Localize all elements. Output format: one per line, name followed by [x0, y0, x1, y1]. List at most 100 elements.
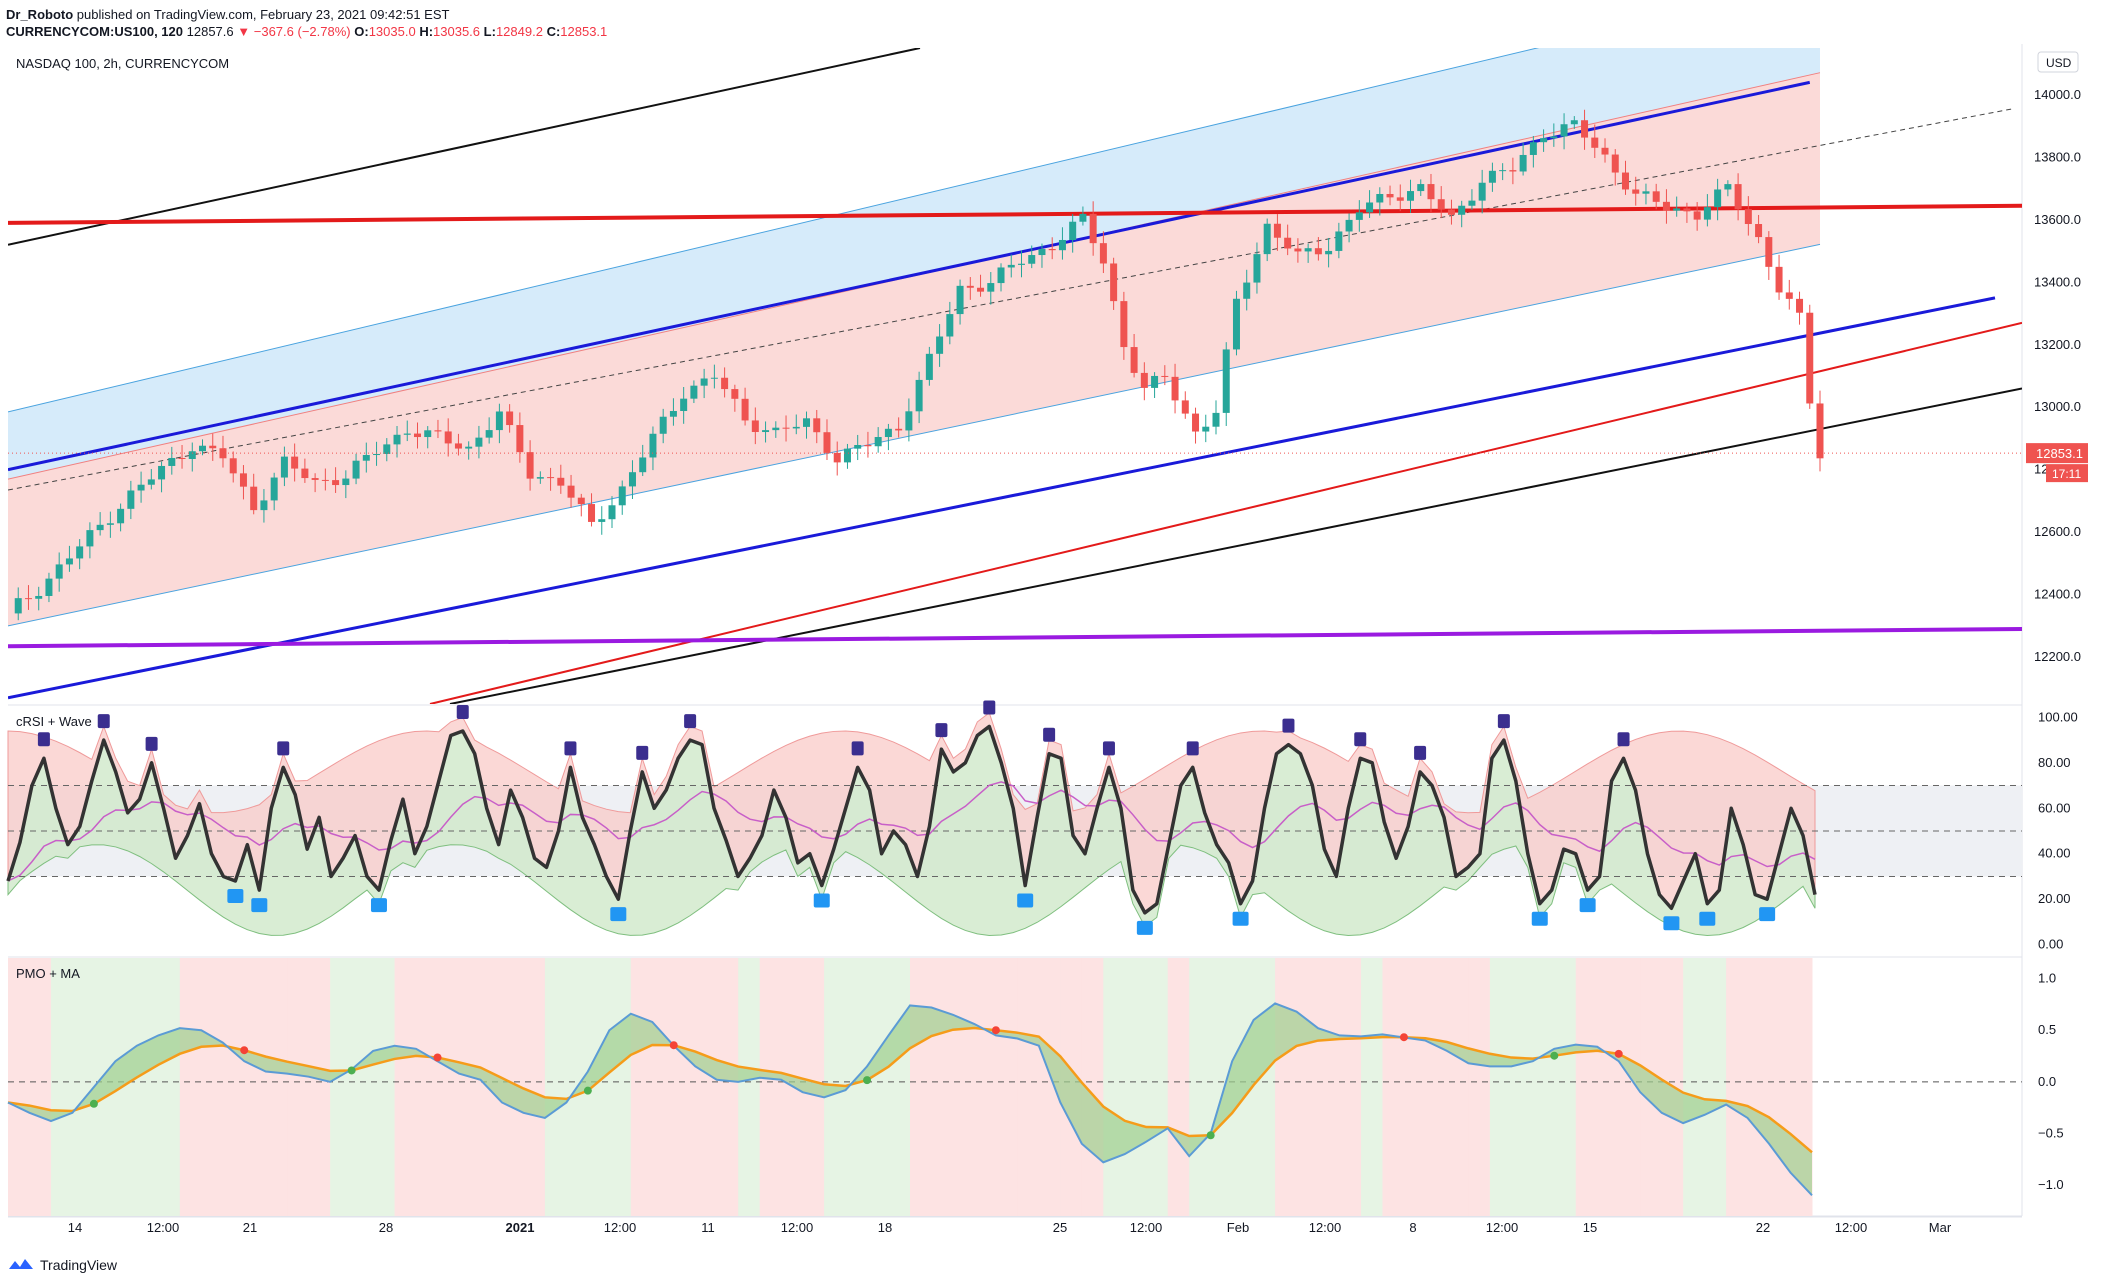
- time-axis-tick: 12:00: [1835, 1220, 1868, 1235]
- crsi-axis-tick: 0.00: [2038, 937, 2063, 952]
- candle-body: [1335, 231, 1343, 251]
- candle-body: [1017, 263, 1025, 265]
- candle-body: [1079, 213, 1087, 222]
- pmo-regime-bg: [630, 958, 653, 1216]
- candle-body: [1744, 209, 1752, 225]
- pmo-pane: [7, 958, 2022, 1216]
- open-label: O:: [354, 24, 369, 39]
- candle-body: [465, 446, 473, 449]
- pmo-regime-bg: [1683, 958, 1706, 1216]
- candle-body: [669, 411, 677, 417]
- candle-body: [536, 477, 544, 479]
- low-value: 12849.2: [495, 24, 543, 39]
- candle-body: [280, 456, 288, 478]
- main-pane-title: NASDAQ 100, 2h, CURRENCYCOM: [16, 56, 229, 71]
- candle-body: [598, 519, 606, 522]
- pmo-regime-bg: [609, 958, 632, 1216]
- candle-body: [1099, 243, 1107, 264]
- time-axis-tick: 18: [878, 1220, 892, 1235]
- candle-body: [1611, 154, 1619, 173]
- chart-canvas[interactable]: NASDAQ 100, 2h, CURRENCYCOM 12200.0 12400.…: [0, 44, 2102, 1254]
- pmo-regime-bg: [888, 958, 911, 1216]
- candle-body: [1130, 347, 1138, 373]
- crsi-peak-marker: [145, 736, 158, 751]
- crsi-trough-marker: [1759, 907, 1776, 922]
- pmo-cross-dot: [863, 1076, 872, 1085]
- pmo-regime-bg: [544, 958, 567, 1216]
- crsi-peak-marker: [1282, 718, 1295, 733]
- candle-body: [1243, 282, 1251, 299]
- author-name[interactable]: Dr_Roboto: [6, 7, 74, 22]
- candle-body: [803, 418, 811, 427]
- crsi-peak-marker: [1186, 741, 1199, 756]
- time-axis-tick: 12:00: [781, 1220, 814, 1235]
- symbol-label[interactable]: CURRENCYCOM:US100, 120: [6, 24, 183, 39]
- candle-body: [936, 336, 944, 354]
- candle-body: [86, 530, 94, 547]
- pmo-regime-bg: [738, 958, 761, 1216]
- pmo-regime-bg: [1726, 958, 1749, 1216]
- candle-body: [649, 433, 657, 458]
- candle-body: [864, 444, 872, 447]
- crsi-trough-marker: [251, 898, 268, 913]
- candle-body: [1161, 375, 1169, 377]
- candle-body: [710, 377, 718, 379]
- candle-body: [905, 411, 913, 431]
- candle-body: [1816, 403, 1824, 459]
- pmo-regime-bg: [1618, 958, 1641, 1216]
- candle-body: [485, 430, 493, 438]
- time-axis-tick: 14: [68, 1220, 82, 1235]
- candle-body: [270, 477, 278, 501]
- crsi-line: [6, 724, 1817, 915]
- candle-body: [1140, 372, 1148, 388]
- tradingview-logo-icon: [9, 1259, 33, 1269]
- high-value: 13035.6: [433, 24, 481, 39]
- currency-button[interactable]: [2037, 51, 2079, 73]
- candle-body: [1632, 189, 1640, 194]
- candle-body: [1785, 292, 1793, 299]
- pmo-regime-bg: [1146, 958, 1169, 1216]
- candle-body: [1806, 312, 1814, 404]
- pmo-line: [7, 1002, 1813, 1197]
- candle-body: [1284, 237, 1292, 249]
- crsi-peak-marker: [1354, 732, 1367, 747]
- candles: [14, 109, 1824, 621]
- candle-body: [987, 283, 995, 292]
- candle-body: [526, 452, 534, 479]
- candle-body: [721, 377, 729, 390]
- candle-body: [1550, 136, 1558, 139]
- main-pane: [8, 48, 2022, 704]
- time-axis-tick: 12:00: [604, 1220, 637, 1235]
- black-trend-lower: [449, 387, 2022, 704]
- time-axis-tick: 12:00: [1486, 1220, 1519, 1235]
- blue-trend-lower: [8, 296, 1996, 700]
- pmo-regime-bg: [394, 958, 417, 1216]
- candle-body: [567, 485, 575, 498]
- candle-body: [1683, 208, 1691, 212]
- candle-body: [14, 598, 22, 614]
- candle-body: [321, 479, 329, 481]
- candle-body: [24, 598, 32, 600]
- pmo-regime-bg: [1038, 958, 1061, 1216]
- candle-body: [700, 378, 708, 386]
- candle-body: [588, 504, 596, 522]
- candle-body: [1089, 213, 1097, 244]
- price-axis-tick: 12400.0: [2034, 587, 2081, 602]
- pmo-fill: [8, 1003, 1812, 1196]
- candle-body: [311, 478, 319, 480]
- dashed-trend-line: [8, 108, 2013, 491]
- candle-body: [1355, 212, 1363, 220]
- candle-body: [229, 458, 237, 474]
- candle-body: [291, 456, 299, 469]
- time-axis-tick: 25: [1053, 1220, 1067, 1235]
- pmo-regime-bg: [29, 958, 52, 1216]
- crsi-trough-marker: [1579, 898, 1596, 913]
- candle-body: [1509, 170, 1517, 172]
- candle-body: [55, 564, 63, 579]
- countdown-value: 17:11: [2052, 467, 2081, 481]
- crsi-peak-marker: [564, 741, 577, 756]
- footer-brand[interactable]: TradingView: [40, 1257, 118, 1273]
- pmo-axis-tick: 0.0: [2038, 1074, 2056, 1089]
- pmo-axis-tick: 0.5: [2038, 1022, 2056, 1037]
- pmo-regime-bg: [652, 958, 675, 1216]
